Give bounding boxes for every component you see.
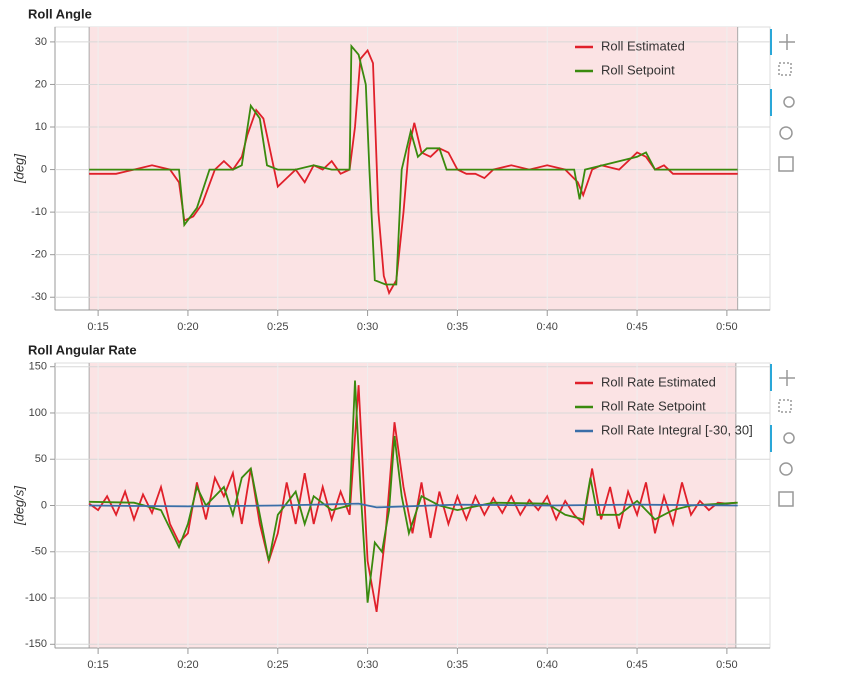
- wheel-zoom-tool[interactable]: [783, 432, 795, 444]
- series-line: [89, 43, 738, 286]
- y-tick-label: 0: [41, 163, 47, 175]
- legend-label: Roll Rate Setpoint: [601, 398, 706, 413]
- toolbar: [770, 29, 795, 507]
- data-range-shade: [89, 27, 738, 310]
- y-tick-label: 10: [35, 121, 47, 133]
- legend-item: Roll Setpoint: [575, 62, 675, 77]
- pan-tool[interactable]: [779, 34, 795, 50]
- y-tick-label: -150: [25, 638, 47, 650]
- y-tick-label: -100: [25, 592, 47, 604]
- chart-title: Roll Angle: [28, 6, 92, 21]
- y-tick-label: -50: [31, 546, 47, 558]
- y-tick-label: 0: [41, 499, 47, 511]
- y-tick-label: -20: [31, 249, 47, 261]
- x-tick-label: 0:15: [87, 659, 108, 671]
- x-tick-label: 0:20: [177, 321, 198, 333]
- y-tick-label: 50: [35, 453, 47, 465]
- save-tool[interactable]: [778, 156, 794, 172]
- y-tick-label: 30: [35, 36, 47, 48]
- y-tick-label: -30: [31, 291, 47, 303]
- y-axis-label: [deg]: [11, 154, 26, 184]
- x-tick-label: 0:30: [357, 659, 378, 671]
- y-tick-label: -10: [31, 206, 47, 218]
- x-tick-label: 0:45: [626, 659, 647, 671]
- legend-label: Roll Setpoint: [601, 62, 675, 77]
- legend-label: Roll Rate Integral [-30, 30]: [601, 422, 753, 437]
- x-tick-label: 0:40: [537, 321, 558, 333]
- reset-tool[interactable]: [779, 462, 793, 476]
- legend-item: Roll Estimated: [575, 38, 685, 53]
- series-line: [89, 380, 738, 603]
- series-line: [88, 385, 736, 613]
- x-tick-label: 0:45: [626, 321, 647, 333]
- legend-label: Roll Estimated: [601, 38, 685, 53]
- y-tick-label: 20: [35, 78, 47, 90]
- y-axis-label: [deg/s]: [11, 486, 26, 526]
- x-tick-label: 0:25: [267, 659, 288, 671]
- legend-item: Roll Rate Integral [-30, 30]: [575, 422, 753, 437]
- zoom-tool[interactable]: [778, 399, 792, 413]
- x-tick-label: 0:30: [357, 321, 378, 333]
- zoom-tool[interactable]: [778, 62, 792, 76]
- wheel-zoom-tool[interactable]: [783, 96, 795, 108]
- x-tick-label: 0:15: [87, 321, 108, 333]
- legend-label: Roll Rate Estimated: [601, 374, 716, 389]
- save-tool[interactable]: [778, 491, 794, 507]
- y-tick-label: 150: [29, 361, 47, 373]
- legend-item: Roll Rate Setpoint: [575, 398, 706, 413]
- x-tick-label: 0:40: [537, 659, 558, 671]
- pan-tool[interactable]: [779, 370, 795, 386]
- x-tick-label: 0:50: [716, 659, 737, 671]
- x-tick-label: 0:35: [447, 321, 468, 333]
- x-tick-label: 0:50: [716, 321, 737, 333]
- x-tick-label: 0:20: [177, 659, 198, 671]
- y-tick-label: 100: [29, 407, 47, 419]
- chart-title: Roll Angular Rate: [28, 342, 137, 357]
- legend-item: Roll Rate Estimated: [575, 374, 716, 389]
- x-tick-label: 0:25: [267, 321, 288, 333]
- reset-tool[interactable]: [779, 126, 793, 140]
- series-line: [89, 502, 738, 509]
- x-tick-label: 0:35: [447, 659, 468, 671]
